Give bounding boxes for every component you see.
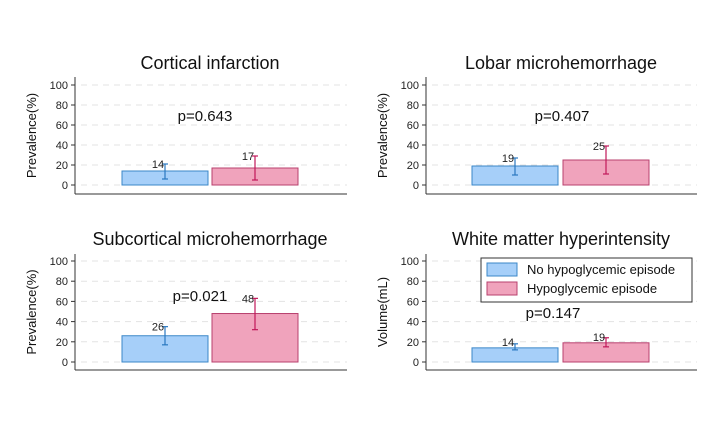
chart-title: Cortical infarction — [140, 53, 279, 73]
y-axis-label: Volume(mL) — [375, 277, 390, 347]
y-tick-label: 0 — [62, 180, 68, 192]
y-tick-label: 80 — [56, 100, 68, 112]
y-tick-label: 40 — [407, 317, 419, 329]
y-tick-label: 0 — [413, 180, 419, 192]
y-tick-label: 0 — [413, 357, 419, 369]
legend-swatch — [486, 281, 518, 296]
chart-title: White matter hyperintensity — [452, 229, 670, 249]
legend: No hypoglycemic episode Hypoglycemic epis… — [480, 257, 693, 303]
y-tick-label: 40 — [407, 140, 419, 152]
chart-panel-4: White matter hyperintensity 0 20 40 60 80 100 V… — [375, 229, 697, 371]
chart-panel-3: Subcortical microhemorrhage 0 20 40 60 80 100 P… — [24, 229, 347, 371]
data-label: 19 — [502, 153, 514, 165]
data-label: 25 — [593, 141, 605, 153]
y-tick-label: 80 — [407, 100, 419, 112]
y-axis-label: Prevalence(%) — [375, 93, 390, 178]
legend-entry: No hypoglycemic episode — [527, 262, 675, 277]
chart-panel-2: Lobar microhemorrhage 0 20 40 60 80 100 Prevale… — [375, 53, 697, 195]
data-label: 17 — [242, 151, 254, 163]
p-value-annotation: p=0.407 — [535, 108, 590, 125]
y-tick-label: 60 — [56, 120, 68, 132]
data-label: 19 — [593, 332, 605, 344]
y-tick-label: 0 — [62, 357, 68, 369]
y-tick-label: 20 — [56, 160, 68, 172]
y-tick-label: 60 — [56, 296, 68, 308]
y-tick-label: 80 — [56, 276, 68, 288]
data-label: 14 — [502, 337, 514, 349]
y-tick-label: 20 — [407, 337, 419, 349]
y-axis-label: Prevalence(%) — [24, 93, 39, 178]
p-value-annotation: p=0.021 — [173, 288, 228, 305]
y-tick-label: 60 — [407, 120, 419, 132]
legend-entry: Hypoglycemic episode — [527, 281, 657, 296]
y-tick-label: 100 — [50, 256, 68, 268]
p-value-annotation: p=0.147 — [526, 305, 581, 322]
y-tick-label: 40 — [56, 140, 68, 152]
legend-swatch — [486, 262, 518, 277]
y-tick-label: 20 — [56, 337, 68, 349]
data-label: 48 — [242, 293, 254, 305]
y-tick-label: 40 — [56, 317, 68, 329]
data-label: 26 — [152, 322, 164, 334]
p-value-annotation: p=0.643 — [178, 108, 233, 125]
y-axis-label: Prevalence(%) — [24, 269, 39, 354]
y-tick-label: 100 — [50, 80, 68, 92]
chart-title: Lobar microhemorrhage — [465, 53, 657, 73]
y-tick-label: 100 — [401, 256, 419, 268]
y-tick-label: 80 — [407, 276, 419, 288]
y-tick-label: 100 — [401, 80, 419, 92]
y-tick-label: 60 — [407, 296, 419, 308]
chart-panel-1: Cortical infarction 0 20 40 60 80 100 Prevalenc… — [24, 53, 347, 195]
y-tick-label: 20 — [407, 160, 419, 172]
chart-title: Subcortical microhemorrhage — [92, 229, 327, 249]
data-label: 14 — [152, 159, 164, 171]
